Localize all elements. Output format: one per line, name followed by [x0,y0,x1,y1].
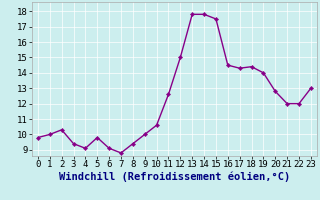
X-axis label: Windchill (Refroidissement éolien,°C): Windchill (Refroidissement éolien,°C) [59,172,290,182]
